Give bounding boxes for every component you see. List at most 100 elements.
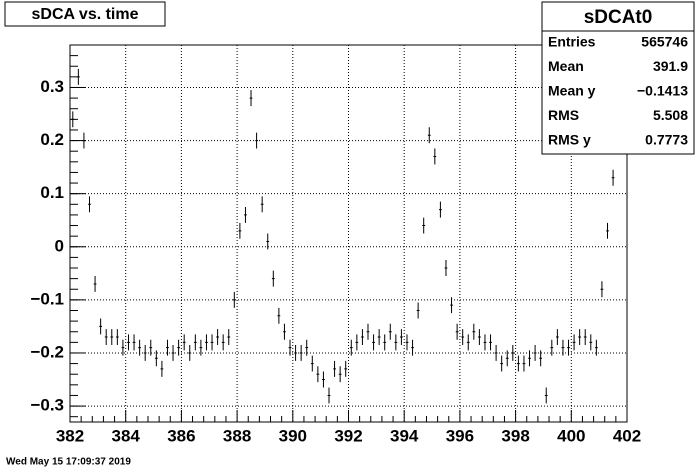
error-point (544, 387, 548, 404)
error-point (277, 307, 281, 324)
error-point (578, 329, 582, 346)
title-box (4, 1, 166, 27)
error-point (93, 275, 97, 292)
error-point (154, 350, 158, 367)
stats-label: Mean y (548, 83, 596, 99)
x-tick-label: 388 (223, 426, 251, 445)
error-point (478, 329, 481, 346)
error-point (182, 334, 186, 351)
error-point (472, 323, 476, 340)
error-point (361, 329, 364, 346)
error-point (271, 270, 275, 287)
error-point (76, 68, 80, 85)
error-point (288, 339, 292, 356)
error-point (483, 334, 487, 351)
error-point (188, 345, 192, 361)
error-point (494, 345, 498, 361)
y-tick-label: −0.1 (30, 289, 64, 308)
error-point (127, 334, 130, 351)
error-point (444, 260, 448, 276)
error-point (355, 334, 359, 351)
error-point (310, 355, 314, 372)
stats-label: Entries (548, 34, 596, 50)
x-tick-label: 386 (167, 426, 195, 445)
error-point (511, 345, 515, 361)
error-point (572, 334, 576, 351)
error-point (333, 360, 336, 377)
error-point (372, 334, 375, 351)
stats-value: 5.508 (653, 107, 688, 123)
error-point (505, 350, 509, 367)
error-point (528, 350, 531, 367)
error-point (427, 127, 431, 144)
error-point (210, 334, 214, 351)
error-point (589, 334, 593, 351)
error-point (344, 360, 348, 377)
error-point (450, 297, 453, 314)
x-tick-label: 398 (501, 426, 529, 445)
error-point (249, 90, 253, 107)
stats-box (541, 1, 695, 155)
stats-label: RMS (548, 107, 579, 123)
x-tick-label: 382 (56, 426, 84, 445)
error-point (227, 329, 231, 346)
error-point (138, 339, 142, 356)
error-point (166, 339, 169, 356)
stats-label: RMS y (548, 132, 591, 148)
error-point (461, 329, 465, 346)
error-point (567, 339, 570, 356)
error-point (439, 201, 442, 218)
error-point (600, 281, 604, 298)
x-tick-label: 402 (613, 426, 641, 445)
error-point (316, 366, 320, 383)
error-point (583, 329, 587, 346)
error-point (266, 233, 270, 250)
error-point (327, 387, 331, 404)
error-point (594, 339, 598, 356)
error-point (149, 339, 153, 356)
error-point (416, 302, 420, 319)
error-point (539, 350, 543, 367)
error-point (71, 111, 75, 128)
x-tick-label: 384 (112, 426, 141, 445)
error-point (349, 339, 353, 356)
error-point (260, 196, 264, 213)
error-point (232, 291, 236, 308)
error-point (115, 329, 119, 346)
error-point (88, 196, 91, 213)
x-tick-label: 394 (390, 426, 419, 445)
error-point (366, 323, 370, 340)
error-point (143, 345, 147, 361)
error-point (422, 217, 426, 234)
stats-value: −0.1413 (637, 83, 688, 99)
stats-value: 565746 (641, 34, 688, 50)
error-point (216, 329, 219, 346)
error-point (171, 345, 175, 361)
stats-label: Mean (548, 58, 584, 74)
error-point (405, 334, 409, 351)
error-point (550, 339, 554, 356)
error-point (388, 323, 392, 340)
y-tick-label: −0.2 (30, 342, 64, 361)
error-point (82, 132, 86, 149)
error-point (455, 323, 459, 340)
error-point (516, 355, 520, 372)
error-point (199, 339, 203, 356)
error-point (411, 339, 414, 356)
stats-value: 391.9 (653, 58, 688, 74)
error-point (433, 148, 437, 165)
error-point (238, 222, 242, 239)
error-point (611, 169, 615, 186)
error-point (110, 329, 114, 346)
error-point (522, 355, 526, 372)
error-point (132, 334, 136, 351)
error-point (466, 334, 470, 351)
y-tick-label: 0.1 (40, 183, 64, 202)
error-point (299, 345, 303, 361)
error-point (606, 222, 609, 239)
x-tick-label: 390 (279, 426, 307, 445)
y-tick-label: 0.2 (40, 130, 64, 149)
error-point (322, 371, 325, 388)
error-point (338, 366, 342, 383)
